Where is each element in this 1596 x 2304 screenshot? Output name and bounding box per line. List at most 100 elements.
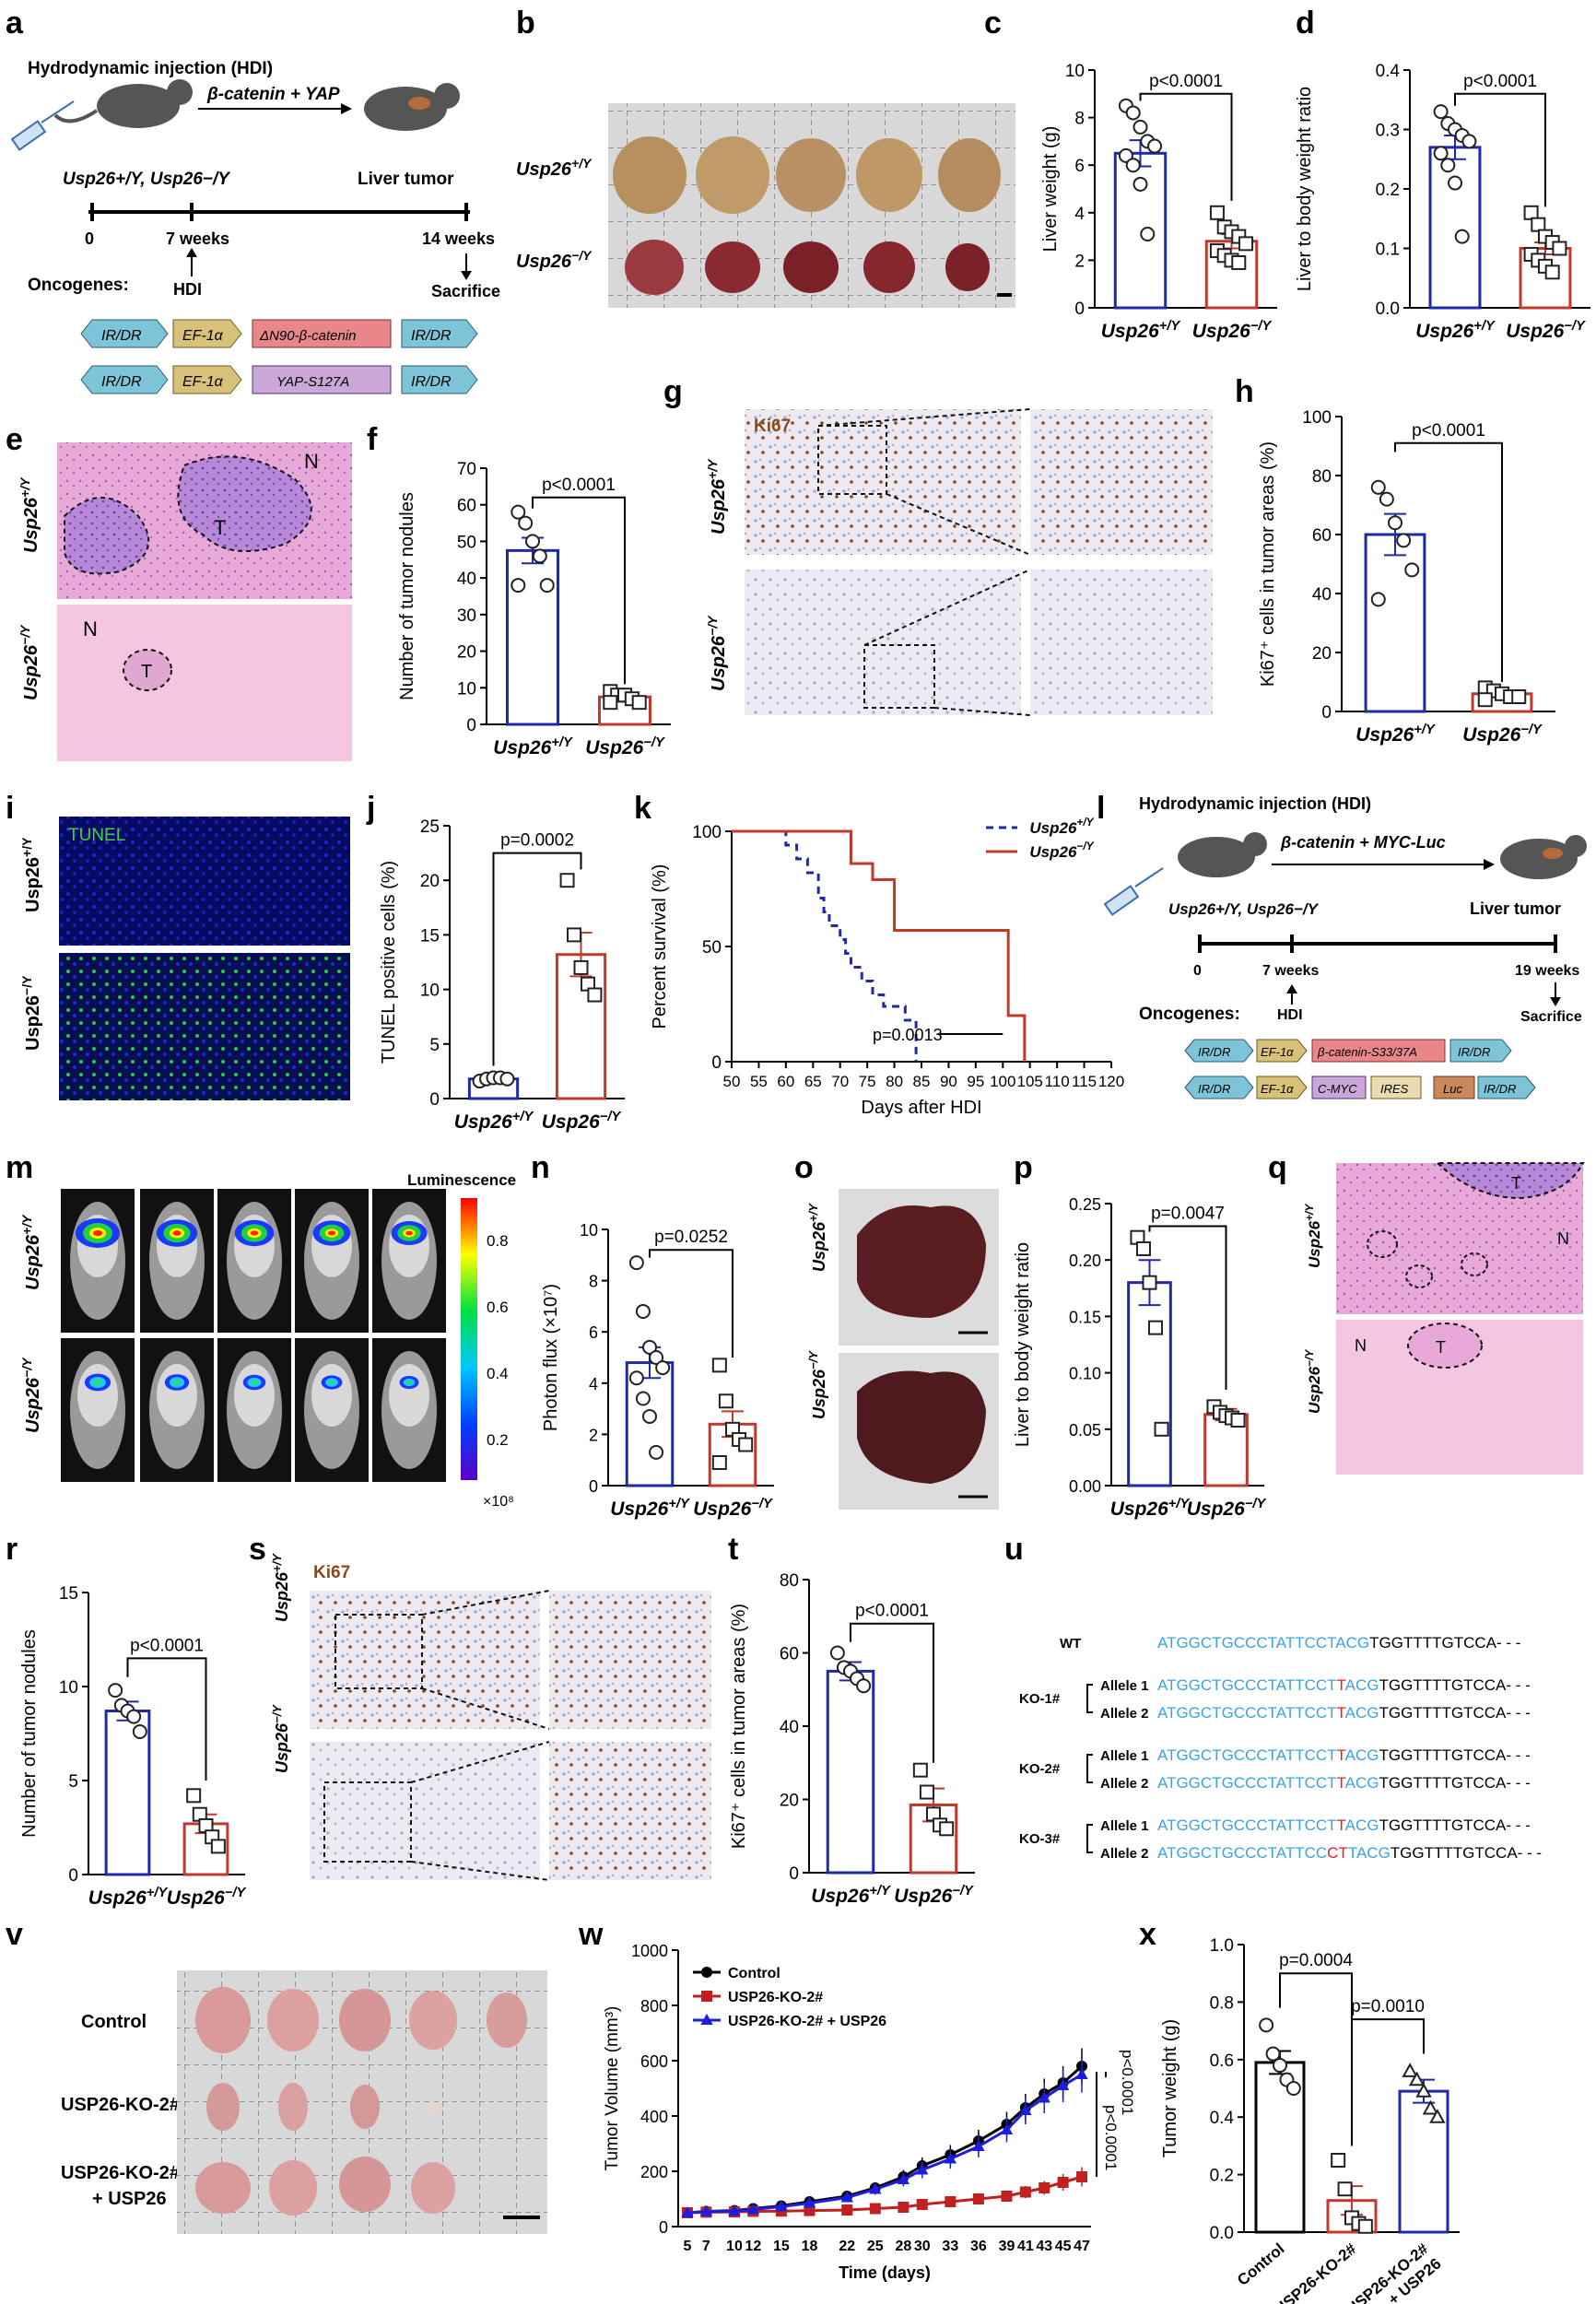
mouse-belly (77, 1364, 118, 1427)
data-point (775, 2200, 788, 2212)
construct-part: IR/DR (1198, 1045, 1230, 1059)
construct-part: IR/DR (101, 374, 142, 390)
bar (1127, 1281, 1172, 1487)
data-point (603, 695, 618, 711)
panel-letter: u (1004, 1532, 1024, 1567)
group-label: + USP26 (92, 2189, 167, 2209)
y-tick-label: 80 (780, 1571, 799, 1591)
panel-letter: n (531, 1150, 550, 1185)
data-point (1147, 138, 1163, 154)
bioluminescence-images (61, 1189, 446, 1482)
normal-label: N (304, 450, 319, 473)
signal-blob (250, 1230, 259, 1236)
panel-s: s Usp26+/Y Usp26−/Y Ki67 (249, 1532, 711, 1881)
p-value: p<0.0001 (1149, 72, 1223, 91)
hdi-label: HDI (1277, 1007, 1303, 1023)
data-point (1477, 692, 1493, 708)
p-value: p<0.0001 (130, 1636, 204, 1655)
sequence-alignment: WT ATGGCTGCCCTATTCCTACGTGGTTTTGTCCA- - - K… (1019, 1634, 1542, 1862)
x-tick-label: 55 (750, 1073, 768, 1090)
construct-part: EF-1α (1261, 1082, 1294, 1096)
data-point (628, 1370, 644, 1386)
construct-part: β-catenin-S33/37A (1317, 1045, 1417, 1059)
data-point (1001, 2191, 1013, 2202)
data-point (132, 1723, 147, 1739)
panel-letter: o (794, 1150, 814, 1185)
colorbar-tick: 0.2 (487, 1431, 509, 1449)
p-value: p<0.0001 (855, 1602, 929, 1621)
p-value: p<0.0001 (1102, 2105, 1120, 2170)
y-tick-label: 10 (59, 1678, 78, 1698)
group-label: USP26-KO-2# (61, 2095, 180, 2115)
survival-curve (732, 829, 1027, 1062)
x-tick-label: 39 (999, 2239, 1015, 2254)
oncogenes-label: Oncogenes: (28, 276, 129, 295)
data-point (1076, 2171, 1087, 2182)
data-point (1461, 134, 1477, 149)
y-tick-label: 0.8 (1210, 1993, 1234, 2013)
panel-a-arrow-label: β-catenin + YAP (206, 85, 340, 104)
data-point (945, 2196, 956, 2207)
colorbar-tick: 0.4 (487, 1365, 509, 1382)
data-point (1440, 158, 1456, 173)
legend-label: USP26-KO-2# (728, 1990, 823, 2005)
data-point (1140, 227, 1156, 242)
x-tick-label: USP26-KO-2# (1271, 2239, 1360, 2304)
y-tick-label: 30 (457, 606, 476, 626)
panel-letter: x (1139, 1917, 1156, 1952)
data-point (573, 959, 589, 975)
data-point (532, 548, 547, 564)
panel-l: l Hydrodynamic injection (HDI) β-catenin… (1097, 791, 1587, 1099)
significance-bracket (1148, 1225, 1227, 1390)
signal-blob (173, 1380, 181, 1385)
data-point (1038, 2091, 1050, 2103)
data-point (701, 1967, 712, 1978)
data-point (1039, 2182, 1050, 2193)
data-point (655, 1360, 671, 1376)
data-point (186, 1788, 202, 1804)
construct-part: IRES (1380, 1082, 1409, 1096)
mouse-icon (1178, 832, 1267, 877)
panel-v: v Control USP26-KO-2# USP26-KO-2# + USP2… (6, 1917, 547, 2234)
y-tick-label: 200 (640, 2163, 668, 2181)
panel-l-title: Hydrodynamic injection (HDI) (1139, 794, 1371, 813)
y-tick-label: 50 (457, 533, 476, 552)
y-axis-label: Tumor Volume (mm³) (603, 2006, 622, 2171)
significance-bracket (850, 1622, 934, 1763)
x-tick-label: 43 (1036, 2239, 1052, 2254)
data-point (1379, 491, 1394, 507)
data-point (681, 2205, 694, 2217)
sequence: ATGGCTGCCCTATTCCTTACGTGGTTTTGTCCA- - - (1157, 1676, 1531, 1694)
y-tick-label: 50 (702, 938, 722, 958)
allele-bracket (1086, 1684, 1093, 1713)
chart-n: n 0 2 4 6 8 10 Photon flux (×10⁷) Usp26+/Y Usp26−… (531, 1150, 774, 1520)
data-point (642, 1408, 657, 1424)
y-tick-label: 600 (640, 2052, 668, 2071)
data-point (1125, 105, 1141, 121)
data-point (1019, 2186, 1031, 2198)
y-tick-label: 0 (466, 716, 476, 735)
data-point (869, 2203, 881, 2215)
chart-w: w 0 200 400 600 800 1000 5 7 10 12 15 18 22 25 28 30 33 36… (578, 1917, 1136, 2282)
signal-blob (172, 1230, 182, 1236)
group-label: Control (81, 2012, 147, 2032)
genotype-label-ko: Usp26−/Y (19, 1357, 43, 1433)
tick-label: Usp26−/Y (1192, 319, 1273, 342)
y-tick-label: 40 (457, 570, 476, 589)
signal-blob (329, 1381, 334, 1384)
data-point (840, 2191, 853, 2203)
y-tick-label: 15 (59, 1584, 78, 1604)
data-point (649, 1350, 664, 1365)
data-point (1238, 236, 1254, 252)
x-tick-label: 5 (684, 2239, 692, 2254)
tick-label: Usp26−/Y (167, 1886, 247, 1909)
construct-2: IR/DR EF-1α YAP-S127A IR/DR (80, 365, 478, 394)
data-point (1552, 241, 1567, 256)
p-value: p=0.0004 (1279, 1951, 1353, 1970)
bar (1364, 533, 1426, 713)
x-tick-label: 25 (867, 2239, 884, 2254)
data-point (1433, 104, 1449, 120)
panel-letter: c (984, 6, 1002, 41)
y-tick-label: 0.25 (1069, 1195, 1101, 1214)
genotype-label-wt: Usp26+/Y (1303, 1204, 1323, 1268)
